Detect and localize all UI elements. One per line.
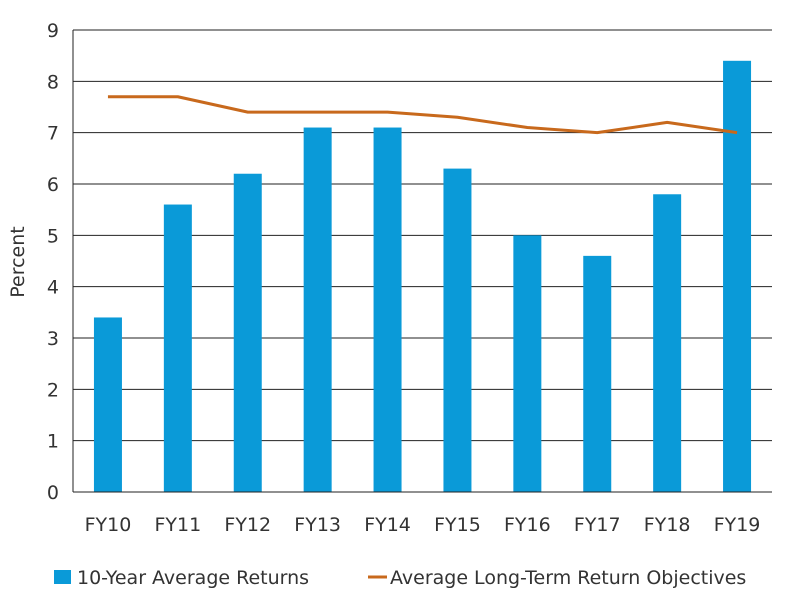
y-tick-label: 4 [47, 277, 59, 299]
bar [653, 194, 682, 492]
legend: 10-Year Average Returns Average Long-Ter… [54, 567, 746, 589]
bar [443, 168, 472, 492]
y-tick-label: 3 [47, 328, 59, 350]
legend-swatch-bar [54, 570, 71, 584]
bar [583, 255, 612, 492]
y-tick-label: 5 [47, 225, 59, 247]
bar [163, 204, 192, 493]
legend-label-line: Average Long-Term Return Objectives [390, 567, 746, 589]
legend-label-bar: 10-Year Average Returns [77, 567, 309, 589]
y-tick-label: 1 [47, 431, 59, 453]
bar [233, 173, 262, 492]
y-tick-label: 9 [47, 20, 59, 42]
y-tick-label: 0 [47, 482, 59, 504]
x-tick-label: FY14 [364, 514, 411, 536]
axes [72, 30, 772, 493]
x-tick-label: FY13 [294, 514, 341, 536]
y-axis-title: Percent [7, 226, 29, 298]
x-tick-label: FY17 [574, 514, 621, 536]
bar-series [93, 60, 752, 493]
x-tick-label: FY16 [504, 514, 551, 536]
x-tick-label: FY15 [434, 514, 481, 536]
bar [93, 317, 122, 492]
line-series [107, 95, 738, 135]
bar [513, 235, 542, 493]
x-tick-label: FY11 [154, 514, 201, 536]
bar [723, 60, 752, 493]
x-tick-label: FY10 [85, 514, 132, 536]
tick-labels: 0 1 2 3 4 5 6 7 8 9 FY10 FY11 FY12 FY13 FY14 FY15 FY16 FY… [47, 20, 761, 536]
x-tick-label: FY19 [714, 514, 761, 536]
x-tick-label: FY12 [224, 514, 271, 536]
bar [373, 127, 402, 493]
y-tick-label: 6 [47, 174, 59, 196]
x-tick-label: FY18 [644, 514, 691, 536]
y-tick-label: 7 [47, 123, 59, 145]
y-tick-label: 8 [47, 71, 59, 93]
bar [303, 127, 332, 493]
y-tick-label: 2 [47, 379, 59, 401]
line-average-long-term-return-objectives [107, 95, 738, 135]
